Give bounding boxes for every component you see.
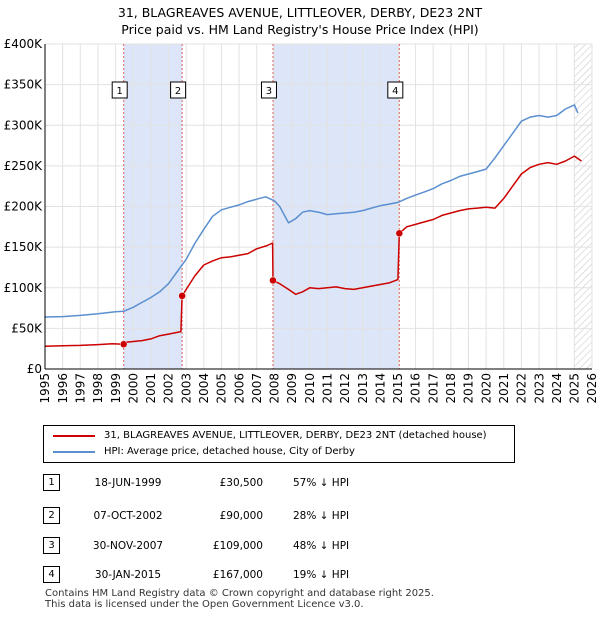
sale-date: 07-OCT-2002	[93, 510, 163, 522]
x-tick-label: 1996	[56, 373, 70, 404]
y-tick-label: £150K	[4, 240, 44, 254]
sale-price: £90,000	[219, 510, 263, 522]
x-tick-label: 1995	[38, 373, 52, 404]
x-tick-label: 2009	[285, 373, 299, 404]
x-tick-label: 1998	[91, 373, 105, 404]
legend-swatch-hpi	[53, 451, 95, 453]
sale-number-box	[170, 81, 187, 99]
x-tick-label: 1999	[109, 373, 123, 404]
sale-date: 18-JUN-1999	[94, 477, 162, 489]
x-tick-label: 2008	[268, 373, 282, 404]
sale-point	[395, 229, 404, 238]
sale-hpi-diff: 19% ↓ HPI	[293, 569, 350, 581]
x-tick-label: 2017	[426, 373, 440, 404]
x-tick-label: 2010	[303, 373, 317, 404]
title-line-2: Price paid vs. HM Land Registry's House …	[121, 22, 479, 37]
sale-date: 30-NOV-2007	[92, 540, 164, 552]
property-price-line	[44, 155, 582, 348]
sale-number-box	[111, 81, 128, 99]
sale-number-label: 2	[175, 86, 181, 97]
sale-price: £30,500	[219, 477, 263, 489]
x-tick-label: 2012	[338, 373, 352, 404]
sale-hpi-diff: 28% ↓ HPI	[293, 510, 350, 522]
sale-number-label: 4	[392, 86, 398, 97]
sale-price: £167,000	[212, 569, 263, 581]
x-tick-label: 2025	[568, 373, 582, 404]
y-tick-label: £300K	[4, 118, 44, 132]
sale-number-badge: 1	[43, 474, 60, 491]
y-tick-label: £0	[27, 362, 42, 376]
sale-row: 3 30-NOV-2007 £109,000 48% ↓ HPI	[43, 537, 463, 555]
y-tick-label: £350K	[4, 78, 44, 92]
y-tick-label: £250K	[4, 159, 44, 173]
hpi-line	[44, 104, 579, 318]
sale-price: £109,000	[212, 540, 263, 552]
x-tick-label: 2018	[444, 373, 458, 404]
x-tick-label: 2020	[479, 373, 493, 404]
x-tick-label: 2006	[232, 373, 246, 404]
footer: Contains HM Land Registry data © Crown c…	[45, 588, 434, 610]
sale-hpi-diff: 48% ↓ HPI	[293, 540, 350, 552]
x-tick-label: 2003	[179, 373, 193, 404]
x-tick-label: 2016	[409, 373, 423, 404]
y-tick-label: £200K	[4, 200, 44, 214]
x-tick-label: 2013	[356, 373, 370, 404]
sale-number-box	[387, 81, 404, 99]
sale-number-badge: 3	[43, 537, 60, 554]
sale-number-badge: 4	[43, 566, 60, 583]
x-tick-label: 2002	[162, 373, 176, 404]
sale-number-badge: 2	[43, 507, 60, 524]
sale-row: 4 30-JAN-2015 £167,000 19% ↓ HPI	[43, 566, 463, 584]
legend-label-property: 31, BLAGREAVES AVENUE, LITTLEOVER, DERBY…	[104, 430, 487, 441]
x-tick-label: 1997	[73, 373, 87, 404]
y-tick-label: £400K	[4, 37, 44, 51]
x-tick-label: 2015	[391, 373, 405, 404]
x-tick-label: 2001	[144, 373, 158, 404]
legend: 31, BLAGREAVES AVENUE, LITTLEOVER, DERBY…	[43, 425, 515, 463]
footer-line-1: Contains HM Land Registry data © Crown c…	[45, 588, 434, 599]
x-tick-label: 2014	[373, 373, 387, 404]
x-tick-label: 2005	[215, 373, 229, 404]
sale-point	[269, 276, 277, 285]
x-tick-label: 2000	[126, 373, 140, 404]
x-tick-label: 2026	[585, 373, 599, 404]
sale-row: 2 07-OCT-2002 £90,000 28% ↓ HPI	[43, 507, 463, 525]
sale-point	[178, 292, 186, 300]
sale-point	[119, 340, 128, 348]
legend-swatch-property	[53, 435, 95, 437]
chart-title: 31, BLAGREAVES AVENUE, LITTLEOVER, DERBY…	[0, 4, 600, 38]
x-tick-label: 2011	[321, 373, 335, 404]
x-tick-label: 2004	[197, 373, 211, 404]
sale-row: 1 18-JUN-1999 £30,500 57% ↓ HPI	[43, 474, 463, 492]
x-tick-label: 2007	[250, 373, 264, 404]
y-tick-label: £100K	[4, 281, 44, 295]
title-line-1: 31, BLAGREAVES AVENUE, LITTLEOVER, DERBY…	[117, 5, 483, 20]
y-tick-label: £50K	[11, 321, 43, 335]
x-tick-label: 2022	[515, 373, 529, 404]
sale-date: 30-JAN-2015	[94, 569, 162, 581]
footer-line-2: This data is licensed under the Open Gov…	[45, 599, 364, 610]
x-tick-label: 2024	[550, 373, 564, 404]
sale-number-label: 1	[117, 86, 123, 97]
sale-number-label: 3	[266, 86, 272, 97]
x-tick-label: 2023	[532, 373, 546, 404]
price-chart: 1 2 3 4 £0 £50K £100K £150K £200K £250K £300K £350K…	[4, 37, 600, 404]
sale-number-box	[260, 81, 277, 99]
x-tick-label: 2021	[497, 373, 511, 404]
x-tick-label: 2019	[462, 373, 476, 404]
legend-label-hpi: HPI: Average price, detached house, City…	[104, 446, 355, 457]
sale-hpi-diff: 57% ↓ HPI	[293, 477, 350, 489]
